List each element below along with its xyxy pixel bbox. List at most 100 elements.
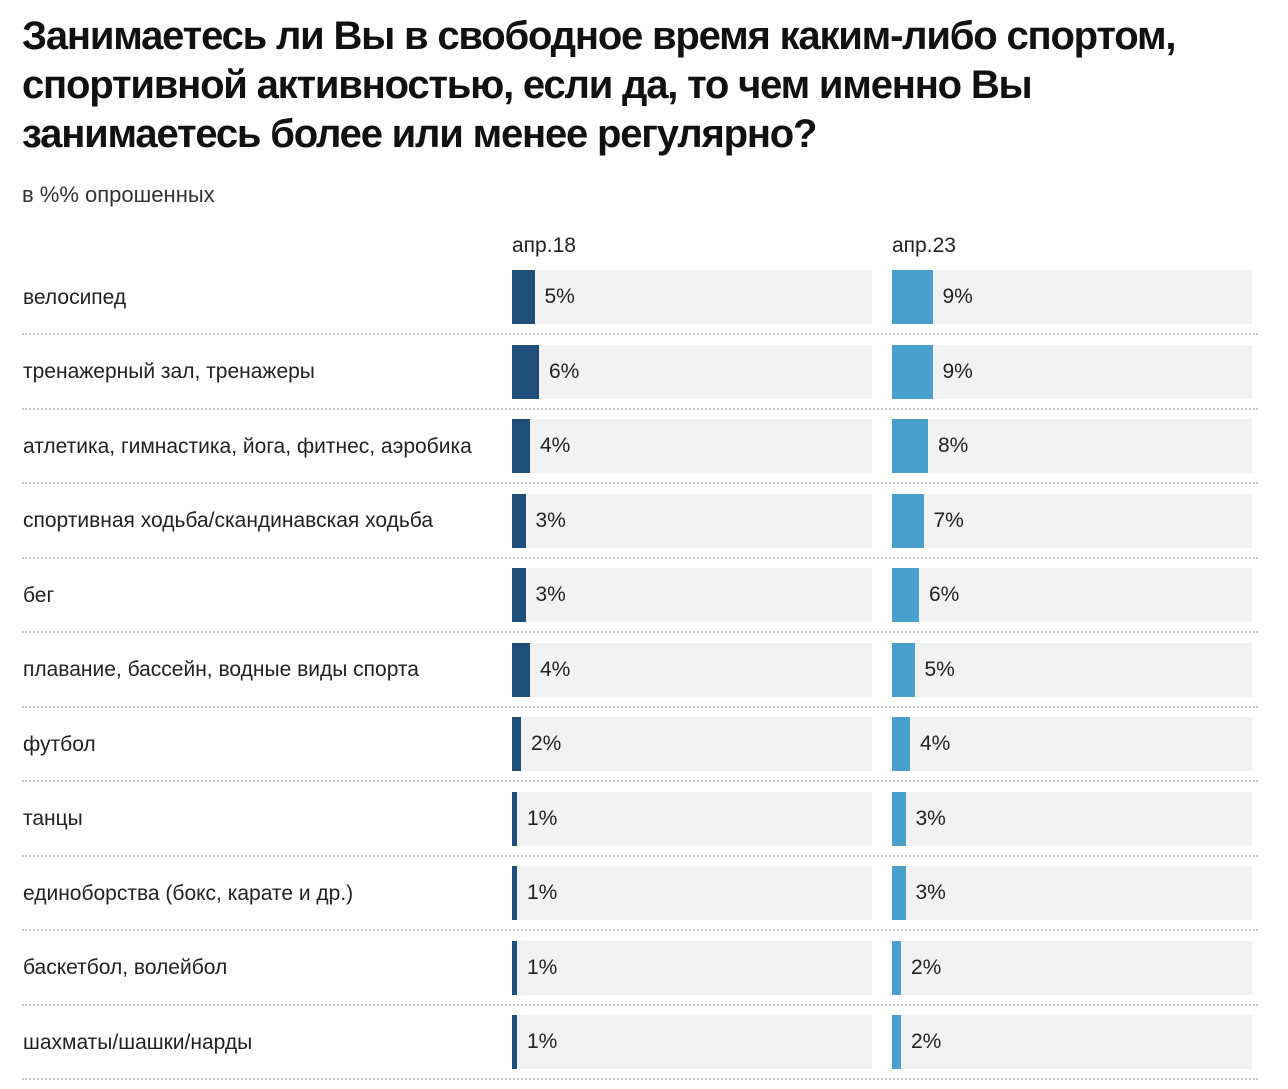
data-label: 2% xyxy=(531,732,562,755)
bar-track: 3% xyxy=(512,568,872,622)
bar-track: 6% xyxy=(892,568,1252,622)
chart-subtitle: в %% опрошенных xyxy=(22,182,215,207)
row-divider xyxy=(22,929,1258,931)
category-label: атлетика, гимнастика, йога, фитнес, аэро… xyxy=(23,434,472,458)
bar xyxy=(512,1015,517,1069)
bar xyxy=(892,642,915,697)
bar-track: 1% xyxy=(512,791,872,846)
data-label: 5% xyxy=(924,657,955,681)
data-label: 4% xyxy=(920,732,951,755)
chart-row: велосипед 5% 9% xyxy=(0,270,1288,344)
chart-row: спортивная ходьба/скандинавская ходьба 3%… xyxy=(0,493,1288,568)
chart-row: футбол 2% 4% xyxy=(0,717,1288,791)
data-label: 2% xyxy=(911,955,942,979)
bar-track: 5% xyxy=(512,270,872,324)
chart-row: плавание, бассейн, водные виды спорта 4% 5… xyxy=(0,642,1288,717)
data-label: 7% xyxy=(933,508,964,532)
bar-track: 1% xyxy=(512,866,872,920)
category-label: единоборства (бокс, карате и др.) xyxy=(23,881,354,905)
bar-track: 9% xyxy=(892,344,1252,399)
row-divider xyxy=(22,780,1258,782)
chart-row: танцы 1% 3% xyxy=(0,791,1288,866)
category-label: баскетбол, волейбол xyxy=(23,956,228,979)
row-divider xyxy=(22,631,1258,633)
row-divider xyxy=(22,333,1258,335)
bar xyxy=(512,270,535,324)
bar-track: 2% xyxy=(892,1015,1252,1069)
bar xyxy=(512,344,539,399)
chart-title: Занимаетесь ли Вы в свободное время каки… xyxy=(22,14,1176,156)
bar xyxy=(892,493,924,548)
data-label: 2% xyxy=(911,1030,942,1053)
bar-track: 1% xyxy=(512,1015,872,1069)
bar-track: 3% xyxy=(892,791,1252,846)
bar-track: 6% xyxy=(512,344,872,399)
bar xyxy=(892,791,906,846)
row-divider xyxy=(22,705,1258,708)
row-divider xyxy=(22,1078,1258,1080)
bar xyxy=(892,344,933,399)
bar-track: 2% xyxy=(892,940,1252,995)
bar xyxy=(512,866,517,920)
category-label: тренажерный зал, тренажеры xyxy=(23,360,315,383)
bar-track: 7% xyxy=(892,493,1252,548)
data-label: 3% xyxy=(915,806,946,830)
chart-row: баскетбол, волейбол 1% 2% xyxy=(0,940,1288,1015)
bar xyxy=(892,717,910,771)
chart-row: тренажерный зал, тренажеры 6% 9% xyxy=(0,344,1288,419)
data-label: 9% xyxy=(942,359,973,383)
data-label: 8% xyxy=(938,434,969,457)
category-label: бег xyxy=(23,583,55,607)
data-label: 1% xyxy=(527,1030,558,1053)
data-label: 1% xyxy=(527,881,558,904)
bar xyxy=(892,1015,901,1069)
category-label: футбол xyxy=(23,732,96,756)
bar-track: 8% xyxy=(892,419,1252,473)
data-label: 4% xyxy=(540,434,571,457)
row-divider xyxy=(22,407,1258,410)
chart-row: шахматы/шашки/нарды 1% 2% xyxy=(0,1015,1288,1089)
data-label: 6% xyxy=(549,359,580,383)
data-label: 4% xyxy=(540,657,571,681)
bar-track: 4% xyxy=(512,419,872,473)
bar xyxy=(512,791,517,846)
bar xyxy=(892,419,928,473)
bar-track: 1% xyxy=(512,940,872,995)
data-label: 3% xyxy=(915,881,946,904)
row-divider xyxy=(22,556,1258,559)
category-label: велосипед xyxy=(23,285,127,309)
data-label: 3% xyxy=(535,583,566,606)
category-label: спортивная ходьба/скандинавская ходьба xyxy=(23,509,434,532)
series-header-apr18: апр.18 xyxy=(512,234,576,257)
bar xyxy=(892,866,906,920)
chart-row: бег 3% 6% xyxy=(0,568,1288,642)
bar xyxy=(892,270,933,324)
chart-row: единоборства (бокс, карате и др.) 1% 3% xyxy=(0,866,1288,940)
bar-track: 3% xyxy=(892,866,1252,920)
data-label: 1% xyxy=(527,955,558,979)
chart-row: атлетика, гимнастика, йога, фитнес, аэро… xyxy=(0,419,1288,493)
data-label: 6% xyxy=(929,583,960,606)
bar xyxy=(892,940,901,995)
bar xyxy=(512,419,530,473)
category-label: танцы xyxy=(23,807,83,830)
bar-track: 4% xyxy=(892,717,1252,771)
data-label: 9% xyxy=(942,285,973,308)
bar xyxy=(512,717,521,771)
bar xyxy=(512,642,530,697)
category-label: шахматы/шашки/нарды xyxy=(23,1030,253,1054)
bar-track: 2% xyxy=(512,717,872,771)
bar-track: 4% xyxy=(512,642,872,697)
data-label: 3% xyxy=(535,508,566,532)
bar-track: 5% xyxy=(892,642,1252,697)
bar xyxy=(512,568,526,622)
row-divider xyxy=(22,482,1258,484)
bar xyxy=(892,568,919,622)
data-label: 1% xyxy=(527,806,558,830)
series-header-apr23: апр.23 xyxy=(892,234,956,257)
row-divider xyxy=(22,854,1258,857)
bar xyxy=(512,940,517,995)
bar-track: 3% xyxy=(512,493,872,548)
row-divider xyxy=(22,1003,1258,1006)
category-label: плавание, бассейн, водные виды спорта xyxy=(23,658,419,681)
